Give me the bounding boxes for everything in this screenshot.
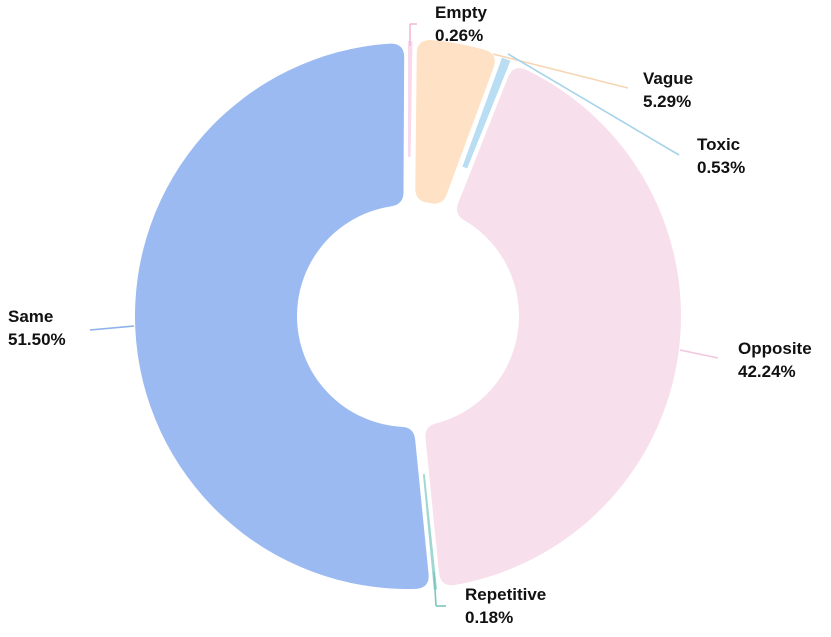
leader-line-opposite (679, 349, 719, 359)
slice-opposite (425, 68, 681, 586)
label-value-vague: 5.29% (643, 92, 691, 111)
leader-line-same (89, 325, 135, 331)
label-value-same: 51.50% (8, 330, 66, 349)
slice-empty (408, 41, 413, 158)
slices-layer (135, 39, 681, 590)
leader-line-vague (492, 53, 629, 89)
label-value-empty: 0.26% (435, 26, 483, 45)
label-name-same: Same (8, 307, 53, 326)
label-name-empty: Empty (435, 3, 488, 22)
label-name-vague: Vague (643, 69, 693, 88)
slice-vague (415, 39, 495, 204)
label-value-repetitive: 0.18% (465, 608, 513, 627)
labels-layer: Empty 0.26% Vague 5.29% Toxic 0.53% Opposite 42… (8, 3, 812, 627)
label-value-toxic: 0.53% (697, 158, 745, 177)
leader-line-toxic (507, 53, 680, 156)
leader-lines-layer (89, 23, 719, 607)
slice-repetitive (422, 474, 438, 590)
label-name-opposite: Opposite (738, 339, 812, 358)
leader-line-repetitive (433, 571, 437, 607)
label-name-repetitive: Repetitive (465, 585, 546, 604)
label-value-opposite: 42.24% (738, 362, 796, 381)
label-name-toxic: Toxic (697, 135, 740, 154)
slice-same (135, 43, 429, 590)
slice-toxic (462, 57, 511, 169)
